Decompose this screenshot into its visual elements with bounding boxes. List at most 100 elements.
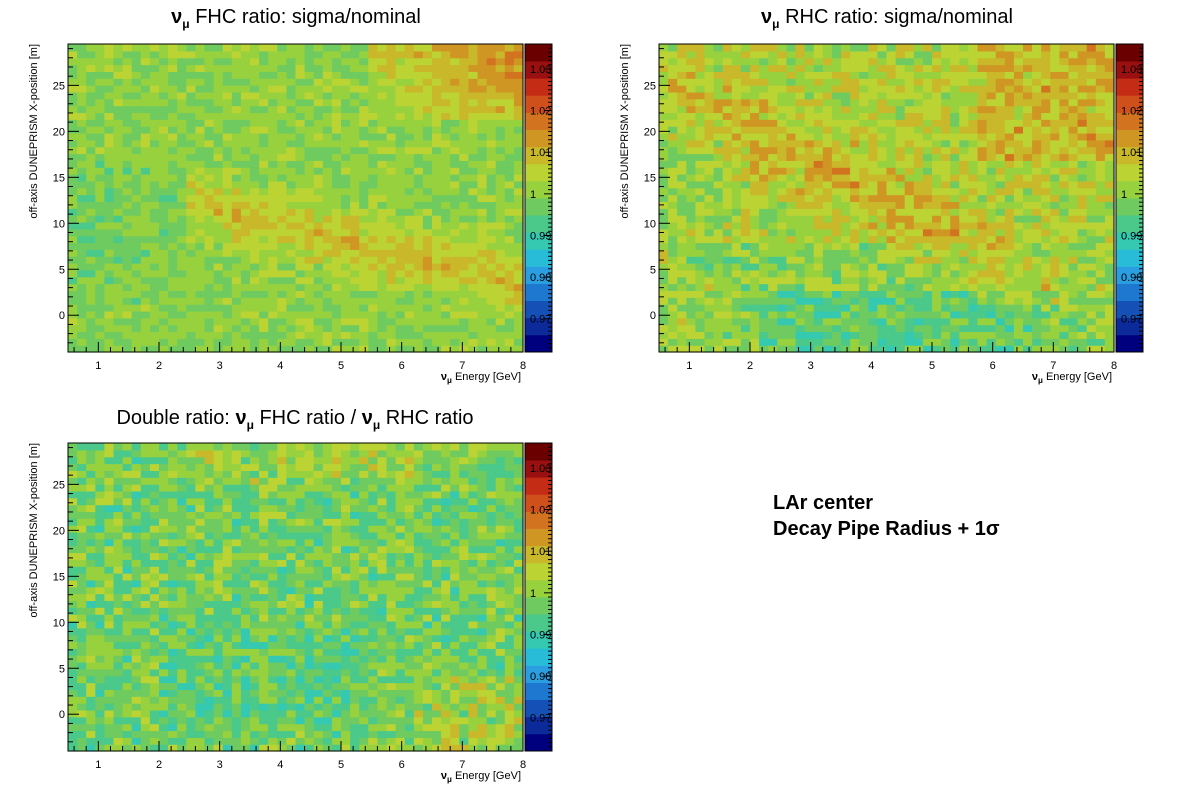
heatmap-cell — [1068, 91, 1079, 100]
heatmap-cell — [868, 283, 878, 291]
heatmap-cell — [186, 310, 196, 319]
heatmap-cell — [922, 119, 933, 127]
heatmap-cell — [177, 228, 187, 237]
heatmap-cell — [831, 85, 842, 93]
heatmap-cell — [222, 105, 233, 114]
heatmap-cell — [322, 180, 333, 189]
heatmap-cell — [804, 297, 815, 305]
heatmap-cell — [1104, 331, 1115, 339]
heatmap-cell — [841, 78, 851, 86]
heatmap-cell — [104, 91, 115, 100]
heatmap-cell — [350, 126, 360, 134]
heatmap-cell — [313, 50, 324, 59]
heatmap-cell — [877, 215, 888, 223]
heatmap-cell — [977, 98, 988, 107]
heatmap-cell — [850, 57, 860, 66]
heatmap-cell — [95, 85, 105, 93]
heatmap-cell — [495, 269, 506, 278]
heatmap-cell — [486, 187, 497, 196]
heatmap-cell — [1013, 112, 1024, 120]
heatmap-cell — [304, 201, 315, 209]
heatmap-cell — [922, 57, 933, 66]
heatmap-cell — [495, 228, 506, 237]
heatmap-cell — [495, 105, 506, 114]
heatmap-cell — [295, 187, 306, 196]
heatmap-cell — [959, 91, 969, 100]
heatmap-cell — [477, 126, 488, 134]
heatmap-cell — [750, 249, 760, 257]
heatmap-cell — [122, 201, 133, 209]
heatmap-cell — [877, 221, 888, 230]
heatmap-cell — [977, 180, 988, 189]
heatmap-cell — [259, 105, 269, 114]
heatmap-cell — [1041, 180, 1051, 189]
heatmap-cell — [295, 228, 306, 237]
heatmap-cell — [1095, 215, 1106, 223]
heatmap-cell — [486, 64, 497, 72]
heatmap-cell — [413, 139, 424, 148]
heatmap-cell — [77, 249, 87, 257]
heatmap-cell — [1095, 153, 1106, 161]
heatmap-cell — [504, 317, 515, 326]
heatmap-cell — [731, 228, 742, 237]
heatmap-cell — [877, 276, 888, 285]
heatmap-cell — [131, 345, 142, 353]
heatmap-cell — [77, 276, 87, 285]
double-ratio-chart-title: Double ratio: νμ FHC ratio / νμ RHC rati… — [40, 407, 550, 432]
heatmap-cell — [77, 235, 87, 244]
heatmap-cell — [250, 208, 260, 216]
heatmap-cell — [1013, 276, 1024, 285]
heatmap-cell — [422, 91, 433, 100]
heatmap-cell — [713, 44, 724, 52]
heatmap-cell — [886, 283, 897, 291]
heatmap-cell — [204, 57, 215, 66]
heatmap-cell — [322, 263, 333, 271]
heatmap-cell — [404, 744, 415, 752]
heatmap-cell — [750, 139, 760, 148]
heatmap-cell — [968, 304, 979, 312]
heatmap-cell — [859, 160, 869, 168]
heatmap-cell — [795, 180, 806, 189]
heatmap-cell — [722, 78, 733, 86]
heatmap-cell — [795, 235, 806, 244]
heatmap-cell — [159, 85, 169, 93]
heatmap-cell — [222, 228, 233, 237]
heatmap-cell — [395, 331, 406, 339]
heatmap-cell — [941, 324, 951, 333]
heatmap-cell — [377, 256, 388, 264]
heatmap-cell — [377, 85, 388, 93]
heatmap-cell — [1077, 263, 1088, 271]
heatmap-cell — [1041, 44, 1051, 52]
heatmap-cell — [295, 98, 306, 107]
heatmap-cell — [850, 174, 860, 182]
heatmap-cell — [231, 263, 242, 271]
heatmap-cell — [977, 317, 988, 326]
heatmap-cell — [404, 91, 415, 100]
heatmap-cell — [422, 112, 433, 120]
heatmap-cell — [159, 304, 169, 312]
heatmap-cell — [422, 283, 433, 291]
heatmap-cell — [704, 44, 715, 52]
heatmap-cell — [841, 338, 851, 346]
heatmap-cell — [813, 242, 824, 250]
heatmap-cell — [1086, 331, 1097, 339]
heatmap-cell — [477, 269, 488, 278]
heatmap-cell — [968, 242, 979, 250]
heatmap-cell — [686, 50, 696, 59]
heatmap-cell — [1059, 174, 1070, 182]
heatmap-cell — [1068, 167, 1079, 175]
title-text: FHC ratio: sigma/nominal — [189, 6, 421, 28]
heatmap-cell — [168, 91, 178, 100]
heatmap-cell — [240, 57, 251, 66]
heatmap-cell — [813, 324, 824, 333]
heatmap-cell — [1023, 201, 1033, 209]
heatmap-cell — [932, 235, 942, 244]
heatmap-cell — [359, 119, 369, 127]
heatmap-cell — [486, 91, 497, 100]
heatmap-cell — [213, 345, 224, 353]
heatmap-cell — [686, 57, 696, 66]
heatmap-cell — [950, 249, 960, 257]
heatmap-cell — [932, 249, 942, 257]
heatmap-cell — [922, 290, 933, 298]
heatmap-cell — [341, 91, 351, 100]
